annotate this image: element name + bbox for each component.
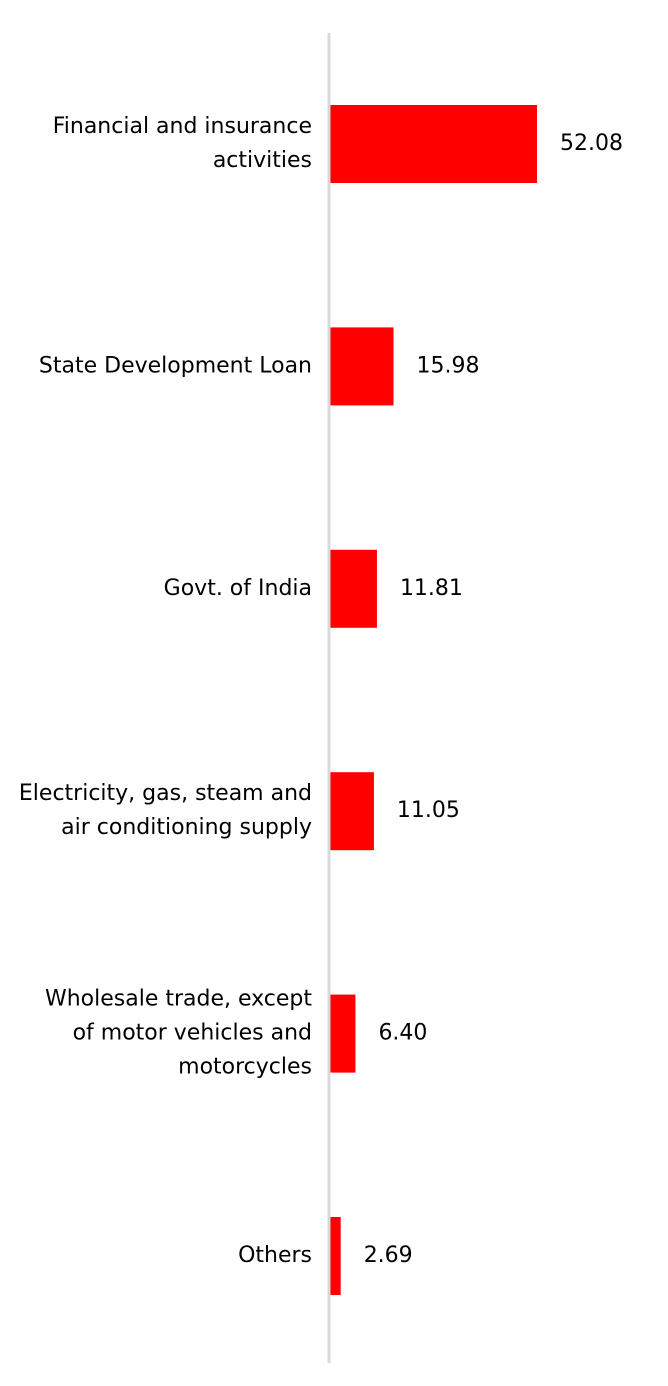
bar-5 [330,1217,341,1295]
value-label-5: 2.69 [364,1243,413,1268]
category-label-0-line-1: activities [213,148,312,173]
bar-2 [330,549,377,628]
bars-layer [330,105,537,1295]
bar-4 [330,994,356,1073]
category-label-4-line-2: motorcycles [178,1055,312,1080]
bar-0 [330,105,537,183]
category-label-3-line-0: Electricity, gas, steam and [19,781,312,806]
value-label-0: 52.08 [560,131,623,156]
category-label-0-line-0: Financial and insurance [53,114,312,139]
value-label-4: 6.40 [378,1021,427,1046]
category-label-5-line-0: Others [238,1243,312,1268]
value-label-2: 11.81 [400,576,463,601]
category-label-2-line-0: Govt. of India [164,576,312,601]
category-labels-layer: Financial and insurance activities State D… [19,114,312,1268]
category-label-1-line-0: State Development Loan [39,353,312,378]
bar-3 [330,772,374,851]
value-labels-layer: 52.08 15.98 11.81 11.05 6.40 2.69 [364,131,623,1268]
category-label-3-line-1: air conditioning supply [61,815,312,840]
value-label-3: 11.05 [397,798,460,823]
value-label-1: 15.98 [417,353,480,378]
category-label-4-line-1: of motor vehicles and [73,1021,312,1046]
bar-1 [330,327,394,406]
category-label-4-line-0: Wholesale trade, except [45,987,312,1012]
